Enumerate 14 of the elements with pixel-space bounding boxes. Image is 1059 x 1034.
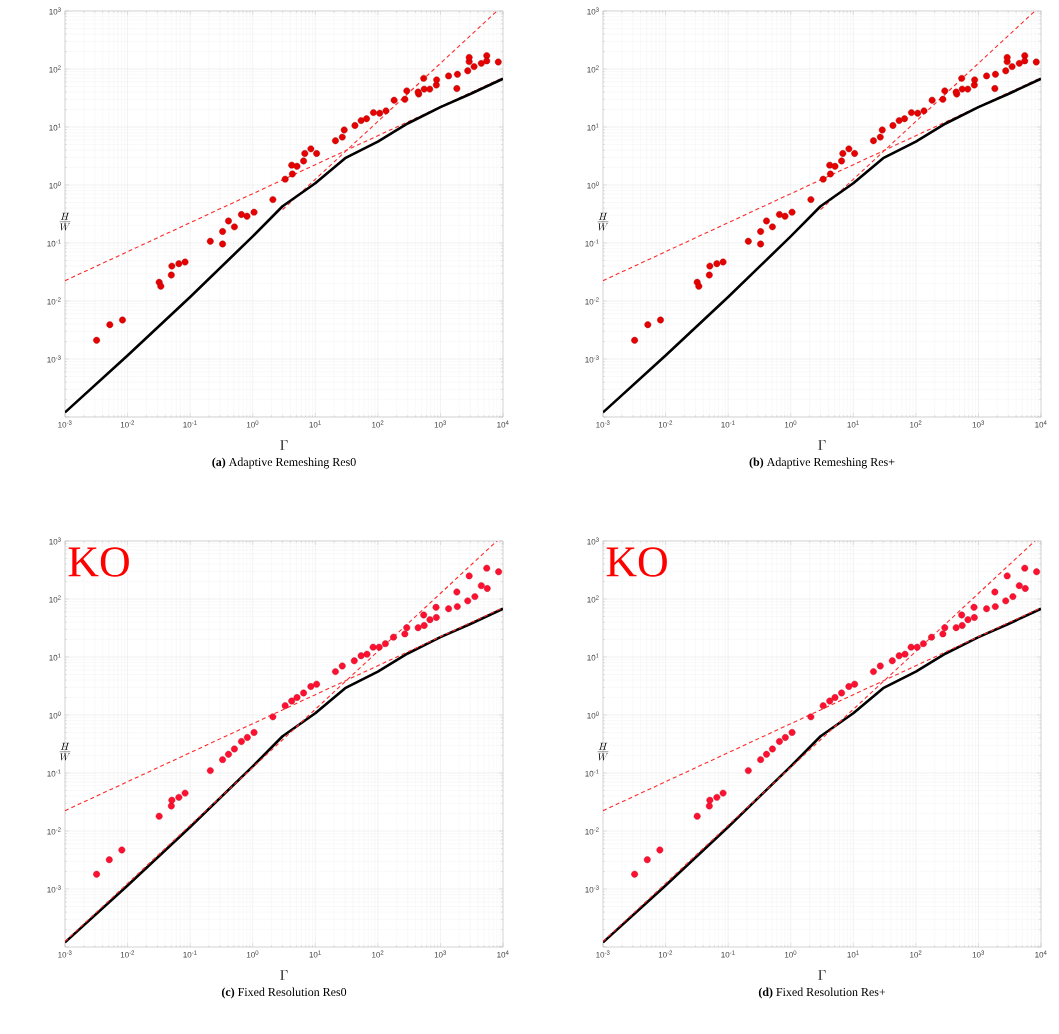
- x-axis-title: $\Gamma$: [818, 970, 826, 980]
- x-axis-title: $\Gamma$: [280, 440, 288, 450]
- x-axis-title: $\Gamma$: [280, 970, 288, 980]
- annotation: KO: [606, 547, 667, 577]
- text: (c) Fixed Resolution Res0: [221, 987, 347, 999]
- y-axis-title: $\frac{H}{W}$: [59, 742, 71, 761]
- y-axis-title: $\frac{H}{W}$: [597, 742, 609, 761]
- text: (d) Fixed Resolution Res+: [758, 987, 886, 999]
- y-axis-title: $\frac{H}{W}$: [597, 212, 609, 231]
- text: (b) Adaptive Remeshing Res+: [749, 457, 895, 469]
- text: (a) Adaptive Remeshing Res0: [212, 457, 356, 469]
- annotation: KO: [68, 547, 129, 577]
- y-axis-title: $\frac{H}{W}$: [59, 212, 71, 231]
- x-axis-title: $\Gamma$: [818, 440, 826, 450]
